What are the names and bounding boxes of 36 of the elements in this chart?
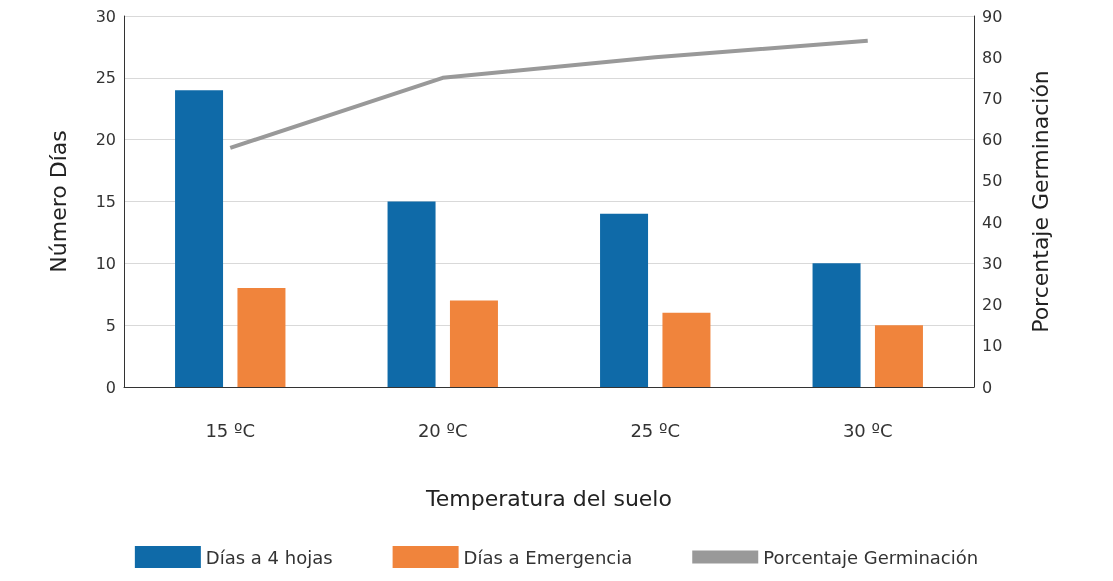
y2-tick-label: 50 [982,171,1003,191]
y2-tick-label: 30 [982,253,1003,273]
y-tick-label: 30 [95,6,116,26]
y2-tick-label: 40 [982,212,1003,232]
bar [175,90,224,387]
bar [237,288,286,387]
line-series [228,38,870,150]
y-axis-title: Número Días [45,130,71,273]
legend-label: Porcentaje Germinación [763,546,979,568]
bar [600,213,649,387]
bar [874,325,923,387]
legend-label: Días a Emergencia [463,546,633,568]
y-tick-label: 10 [95,253,116,273]
bar [662,312,711,387]
y-tick-label: 15 [95,192,116,211]
x-tick-label: 30 ºC [842,419,893,441]
y2-tick-label: 90 [982,6,1003,26]
x-tick-label: 20 ºC [417,419,468,441]
y2-tick-label: 10 [982,336,1003,356]
y2-axis-title: Porcentaje Germinación [1027,70,1053,333]
x-axis-title: Temperatura del suelo [425,485,672,511]
x-tick-label: 25 ºC [630,419,681,441]
legend-label: Días a 4 hojas [205,546,333,568]
y-tick-label: 25 [95,68,116,88]
bar [449,300,498,387]
y-tick-label: 5 [105,315,116,335]
y2-tick-label: 60 [982,130,1003,150]
y2-tick-label: 20 [982,295,1003,315]
y-tick-label: 0 [105,377,116,397]
y2-tick-label: 70 [982,88,1003,108]
bar [812,263,861,387]
y2-tick-label: 0 [982,377,993,397]
x-tick-label: 15 ºC [205,419,256,441]
y2-tick-label: 80 [982,47,1003,67]
bar [387,201,436,387]
y-tick-label: 20 [95,130,116,150]
